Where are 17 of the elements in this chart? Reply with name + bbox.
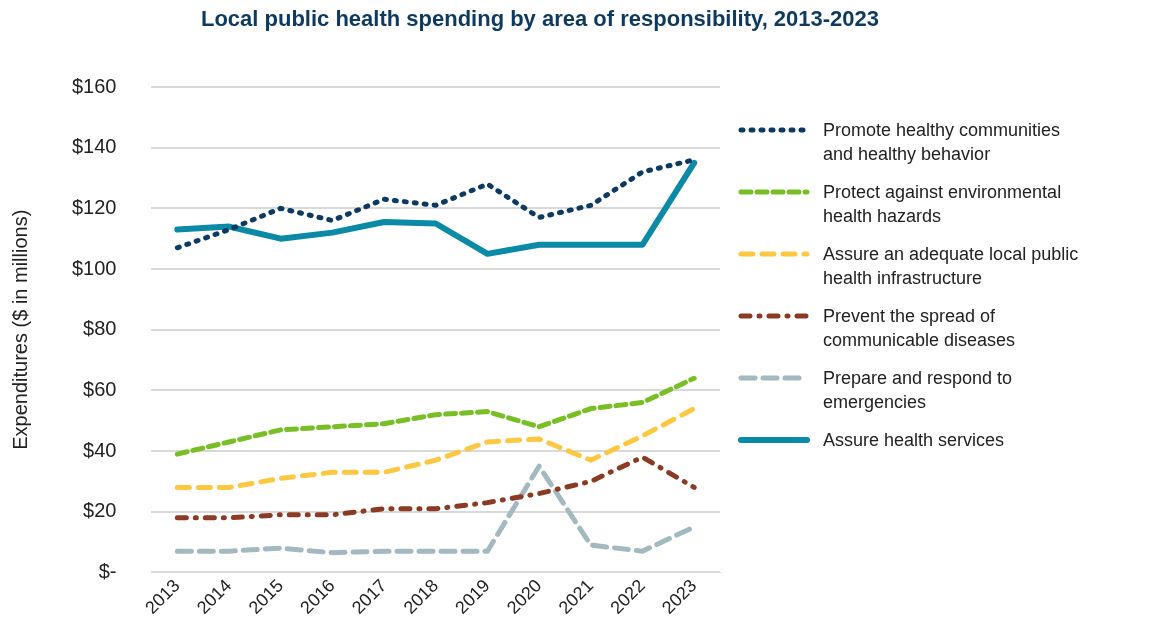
y-tick-label: $40 xyxy=(83,438,117,461)
y-tick-label: $120 xyxy=(71,195,117,218)
chart-title: Local public health spending by area of responsibility, 2013-2023 xyxy=(199,6,881,32)
legend-label: Protect against environmental health hazards xyxy=(823,181,1063,228)
legend-label: Assure an adequate local public health infrastructure xyxy=(823,243,1080,290)
legend-label: Assure health services xyxy=(823,429,1006,452)
y-tick-label: $160 xyxy=(71,74,117,97)
legend-label: Prevent the spread of communicable diseases xyxy=(823,305,1017,352)
y-tick-label: $80 xyxy=(83,317,117,340)
y-tick-label: $20 xyxy=(83,499,117,522)
y-tick-label: $140 xyxy=(71,135,117,158)
legend-label: Prepare and respond to emergencies xyxy=(823,367,1014,414)
y-tick-label: $100 xyxy=(71,256,117,279)
y-axis-title: Expenditures ($ in millions) xyxy=(8,209,31,450)
y-tick-label: $60 xyxy=(83,377,117,400)
y-tick-label: $- xyxy=(98,559,117,582)
legend-label: Promote healthy communities and healthy behavior xyxy=(823,119,1062,166)
